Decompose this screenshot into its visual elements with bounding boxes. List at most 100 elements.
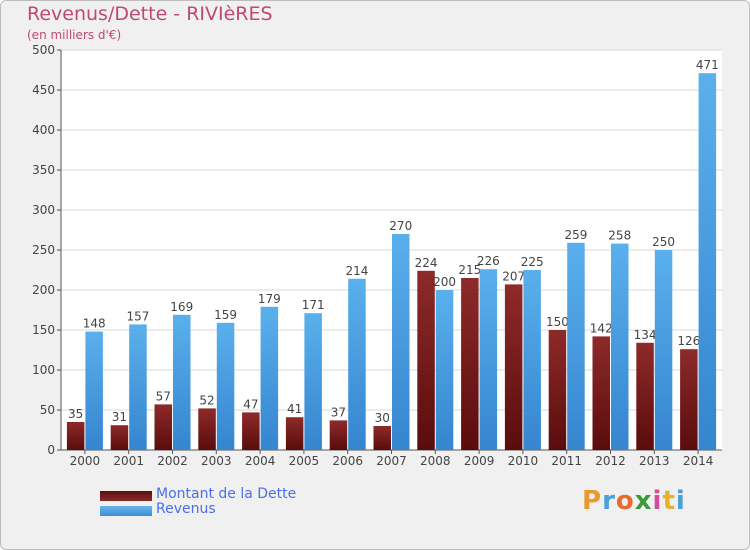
bar-dette bbox=[504, 284, 523, 450]
bar-dette bbox=[373, 426, 391, 450]
data-label-revenus: 148 bbox=[83, 317, 106, 331]
data-label-dette: 57 bbox=[156, 389, 171, 403]
logo-letter: t bbox=[662, 486, 676, 516]
logo-letter: P bbox=[582, 486, 603, 516]
proxiti-logo: Proxiti bbox=[582, 486, 686, 516]
y-tick-label: 0 bbox=[47, 443, 55, 457]
y-tick-label: 300 bbox=[32, 203, 55, 217]
bar-dette bbox=[680, 349, 698, 450]
data-label-dette: 207 bbox=[502, 269, 525, 283]
data-label-revenus: 157 bbox=[126, 309, 149, 323]
bar-dette bbox=[242, 412, 260, 450]
x-tick-label: 2002 bbox=[157, 454, 188, 468]
bar-dette bbox=[285, 417, 304, 450]
data-label-revenus: 259 bbox=[564, 228, 587, 242]
data-label-revenus: 171 bbox=[302, 298, 325, 312]
legend-label-revenus: Revenus bbox=[156, 501, 216, 517]
data-label-dette: 134 bbox=[634, 328, 657, 342]
bar-dette bbox=[636, 342, 654, 450]
data-label-dette: 52 bbox=[199, 393, 214, 407]
x-tick-label: 2008 bbox=[420, 454, 451, 468]
bar-revenus bbox=[654, 250, 673, 450]
x-tick-label: 2007 bbox=[376, 454, 407, 468]
data-label-dette: 35 bbox=[68, 407, 83, 421]
legend-swatch-revenus bbox=[100, 506, 152, 516]
chart-title: Revenus/Dette - RIVIèRES bbox=[27, 3, 273, 25]
x-tick-label: 2013 bbox=[639, 454, 670, 468]
logo-letter: r bbox=[602, 486, 616, 516]
bar-dette bbox=[66, 422, 85, 450]
data-label-dette: 150 bbox=[546, 315, 569, 329]
x-tick-label: 2004 bbox=[245, 454, 276, 468]
x-tick-label: 2003 bbox=[201, 454, 232, 468]
bar-revenus bbox=[435, 290, 454, 450]
data-label-revenus: 225 bbox=[521, 255, 544, 269]
legend-swatch-dette bbox=[100, 491, 152, 501]
y-tick-label: 250 bbox=[32, 243, 55, 257]
data-label-dette: 47 bbox=[243, 397, 258, 411]
bar-dette bbox=[461, 278, 479, 450]
data-label-dette: 30 bbox=[375, 411, 390, 425]
x-tick-label: 2006 bbox=[332, 454, 363, 468]
bar-revenus bbox=[85, 331, 103, 450]
bar-revenus bbox=[304, 313, 322, 450]
data-label-revenus: 169 bbox=[170, 300, 193, 314]
y-tick-label: 450 bbox=[32, 83, 55, 97]
data-label-revenus: 258 bbox=[608, 229, 631, 243]
y-tick-label: 350 bbox=[32, 163, 55, 177]
bar-revenus bbox=[567, 242, 585, 450]
y-tick-label: 150 bbox=[32, 323, 55, 337]
data-label-revenus: 270 bbox=[389, 219, 412, 233]
x-tick-label: 2005 bbox=[289, 454, 320, 468]
logo-letter: o bbox=[615, 486, 635, 516]
logo-letter: i bbox=[675, 486, 686, 516]
bar-revenus bbox=[260, 306, 279, 450]
logo-letter: i bbox=[652, 486, 663, 516]
bar-dette bbox=[592, 336, 610, 450]
bar-revenus bbox=[611, 243, 629, 450]
bar-revenus bbox=[129, 324, 147, 450]
logo-letter: x bbox=[634, 486, 653, 516]
x-tick-label: 2001 bbox=[113, 454, 144, 468]
bar-revenus bbox=[479, 269, 498, 450]
chart-subtitle: (en milliers d'€) bbox=[27, 28, 122, 42]
data-label-dette: 215 bbox=[458, 263, 481, 277]
data-label-revenus: 200 bbox=[433, 275, 456, 289]
data-label-revenus: 159 bbox=[214, 308, 237, 322]
bar-revenus bbox=[173, 314, 191, 450]
data-label-dette: 31 bbox=[112, 410, 127, 424]
data-label-dette: 126 bbox=[677, 334, 700, 348]
bar-revenus bbox=[348, 278, 366, 450]
bar-dette bbox=[110, 425, 129, 450]
bar-revenus bbox=[216, 322, 235, 450]
data-label-dette: 37 bbox=[331, 405, 346, 419]
bar-revenus bbox=[392, 234, 410, 450]
bar-dette bbox=[154, 404, 172, 450]
data-label-revenus: 179 bbox=[258, 292, 281, 306]
x-tick-label: 2011 bbox=[551, 454, 582, 468]
legend-label-dette: Montant de la Dette bbox=[156, 486, 297, 502]
data-label-dette: 41 bbox=[287, 402, 302, 416]
y-tick-label: 500 bbox=[32, 43, 55, 57]
x-tick-label: 2014 bbox=[683, 454, 714, 468]
x-tick-label: 2010 bbox=[508, 454, 539, 468]
data-label-dette: 224 bbox=[415, 256, 438, 270]
x-tick-label: 2009 bbox=[464, 454, 495, 468]
bar-dette bbox=[198, 408, 216, 450]
y-tick-label: 400 bbox=[32, 123, 55, 137]
bar-dette bbox=[417, 270, 435, 450]
y-tick-label: 100 bbox=[32, 363, 55, 377]
bar-dette bbox=[548, 330, 567, 450]
x-tick-label: 2000 bbox=[70, 454, 101, 468]
bar-revenus bbox=[698, 73, 717, 450]
bar-revenus bbox=[523, 270, 541, 450]
x-tick-label: 2012 bbox=[595, 454, 626, 468]
data-label-revenus: 226 bbox=[477, 254, 500, 268]
data-label-revenus: 250 bbox=[652, 235, 675, 249]
y-tick-label: 50 bbox=[40, 403, 55, 417]
data-label-dette: 142 bbox=[590, 321, 613, 335]
y-tick-label: 200 bbox=[32, 283, 55, 297]
bar-dette bbox=[329, 420, 348, 450]
data-label-revenus: 471 bbox=[696, 58, 719, 72]
